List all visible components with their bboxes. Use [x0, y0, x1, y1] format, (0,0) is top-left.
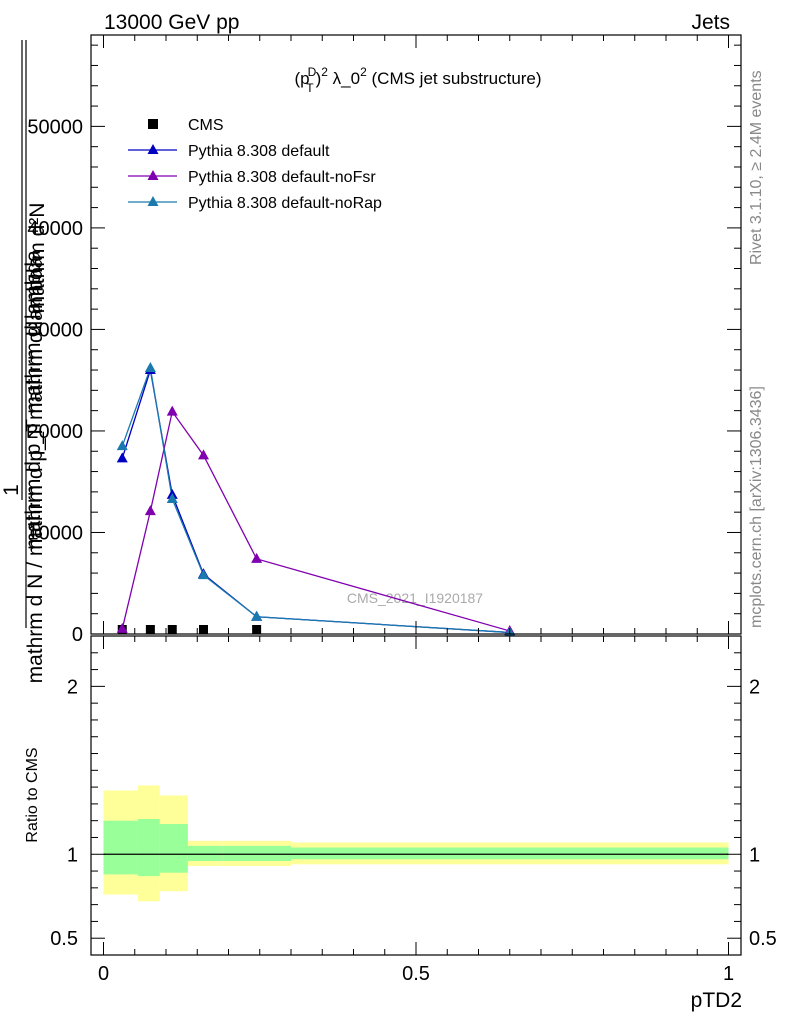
- ytick-main-label-4: 40000: [27, 218, 83, 240]
- ratio-uncertainty-bands: [103, 785, 729, 902]
- point-pythia-8-308-default-nofsr-4: [251, 552, 263, 563]
- plot-title-a: (p: [294, 69, 309, 88]
- point-pythia-8-308-default-nofsr-0: [116, 622, 128, 633]
- ytick-ratio-label-left-2: 2: [67, 676, 78, 698]
- ratio-y-axis-label: Ratio to CMS: [24, 747, 41, 842]
- legend-marker-pythia-8-308-default: [147, 144, 159, 154]
- ytick-main-label-2: 20000: [27, 421, 83, 443]
- plot-title-b: ): [316, 69, 322, 88]
- ratio-band-inner-3: [187, 845, 223, 861]
- point-pythia-8-308-default-norap-1: [144, 362, 156, 373]
- xtick-label-1: 0.5: [402, 963, 430, 985]
- legend-label-pythia-8-308-default-norap: Pythia 8.308 default-noRap: [188, 195, 382, 212]
- plot-title-sup2: 2: [321, 65, 328, 79]
- legend-label-cms: CMS: [188, 117, 224, 134]
- point-pythia-8-308-default-nofsr-2: [166, 405, 178, 416]
- legend-label-pythia-8-308-default: Pythia 8.308 default: [188, 143, 330, 160]
- plot-title: (pD T)2 λ_02 (CMS jet substructure): [294, 65, 541, 95]
- ytick-main-label-3: 30000: [27, 319, 83, 341]
- point-cms-1: [145, 625, 155, 634]
- ytick-main-label-0: 0: [72, 624, 83, 646]
- x-axis-label: pTD2: [691, 989, 742, 1012]
- plot-title-d: (CMS jet substructure): [367, 69, 542, 88]
- point-cms-2: [167, 625, 177, 634]
- ytick-ratio-label-left-0: 0.5: [50, 928, 78, 950]
- point-pythia-8-308-default-norap-0: [116, 440, 128, 451]
- xtick-label-0: 0: [98, 963, 109, 985]
- plot-title-sup3: 2: [360, 65, 367, 79]
- legend: CMS Pythia 8.308 default Pythia 8.308 defa…: [128, 117, 382, 212]
- point-pythia-8-308-default-norap-3: [198, 569, 209, 580]
- rivet-label: Rivet 3.1.10, ≥ 2.4M events: [748, 70, 765, 265]
- ratio-band-inner-2: [159, 824, 188, 873]
- point-pythia-8-308-default-nofsr-3: [198, 449, 209, 460]
- ylabel-frac-a-den: mathrm d p_T mathrm d lambda: [22, 250, 45, 550]
- mcplots-label: mcplots.cern.ch [arXiv:1306.3436]: [748, 386, 765, 628]
- ratio-band-inner-4: [222, 845, 291, 861]
- header-left: 13000 GeV pp: [104, 11, 239, 34]
- axis-tick-labels: 0 0.5 1 0 10000 20000 30000 40000 50000 0.5 0.5 1 1 2…: [27, 116, 776, 985]
- ytick-main-label-5: 50000: [27, 116, 83, 138]
- ytick-ratio-label-right-0: 0.5: [749, 928, 777, 950]
- plot-title-c: λ_0: [328, 69, 360, 88]
- legend-marker-pythia-8-308-default-norap: [147, 196, 159, 206]
- main-y-axis-label: mathrm d²N 1 mathrm d p_T mathrm d lambd…: [0, 40, 49, 683]
- ytick-ratio-label-left-1: 1: [67, 844, 78, 866]
- xtick-label-2: 1: [723, 963, 734, 985]
- ratio-band-inner-0: [103, 820, 138, 875]
- point-pythia-8-308-default-norap-2: [166, 492, 178, 503]
- ytick-main-label-1: 10000: [27, 522, 83, 544]
- ylabel-frac-a-num: mathrm d²N: [26, 203, 49, 314]
- point-pythia-8-308-default-nofsr-1: [144, 505, 156, 516]
- legend-label-pythia-8-308-default-nofsr: Pythia 8.308 default-noFsr: [188, 169, 376, 186]
- plot-title-sup1: D: [308, 65, 317, 79]
- series-line-pythia-8-308-default-nofsr: [121, 410, 510, 632]
- ylabel-one: 1: [0, 484, 23, 496]
- point-cms-3: [199, 625, 208, 634]
- legend-marker-pythia-8-308-default-nofsr: [147, 170, 159, 180]
- legend-marker-cms: [148, 119, 158, 129]
- ratio-plot-frame: [90, 635, 742, 956]
- header-right: Jets: [691, 11, 730, 34]
- series-line-pythia-8-308-default-norap: [121, 365, 510, 634]
- ylabel-frac-b: mathrm d N / mathrm d p_T mathrm d lambd…: [24, 256, 47, 683]
- point-pythia-8-308-default-0: [116, 452, 128, 463]
- point-pythia-8-308-default-norap-4: [251, 610, 263, 621]
- point-cms-4: [252, 625, 262, 634]
- ratio-band-inner-1: [137, 819, 160, 877]
- ratio-band-inner-5: [291, 847, 729, 860]
- ytick-ratio-label-right-2: 2: [749, 676, 760, 698]
- plot-title-sub1: T: [306, 81, 314, 95]
- main-series-lines: [121, 365, 510, 634]
- axis-ticks: [91, 35, 741, 955]
- ytick-ratio-label-right-1: 1: [749, 844, 760, 866]
